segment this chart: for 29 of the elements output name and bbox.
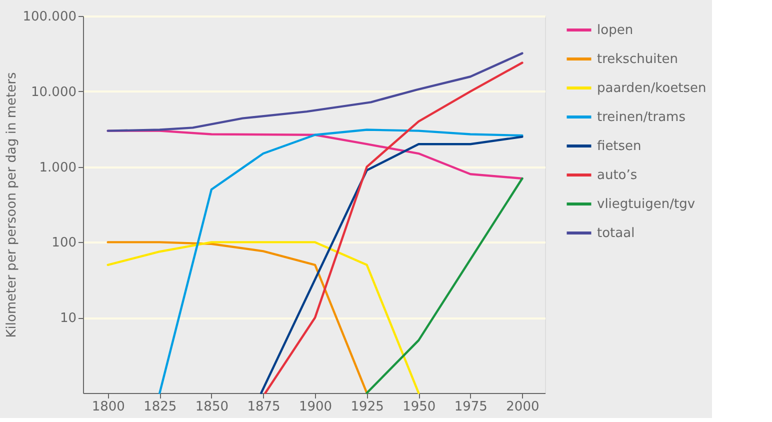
x-tick-label: 1875: [247, 400, 280, 414]
x-tick-label: 1900: [298, 400, 332, 414]
y-tick-label: 10.000: [31, 84, 76, 100]
legend-label: lopen: [597, 23, 634, 38]
legend-label: totaal: [597, 226, 635, 241]
line-series: [106, 241, 368, 394]
legend-label: vliegtuigen/tgv: [597, 197, 696, 212]
x-tick-label: 1800: [92, 400, 125, 414]
legend-label: fietsen: [597, 139, 642, 154]
x-tick-label: 1950: [402, 400, 436, 414]
legend-label: treinen/trams: [597, 110, 686, 125]
y-tick-label: 100.000: [22, 10, 76, 24]
line-series: [106, 52, 524, 132]
x-tick-label: 1850: [195, 400, 228, 414]
x-tick-label: 1825: [144, 400, 177, 414]
line-series: [264, 62, 524, 394]
y-tick-label: 1.000: [39, 160, 76, 176]
y-axis-title: Kilometer per persoon per dag in meters: [4, 72, 20, 338]
y-tick-label: 100: [52, 236, 76, 251]
y-tick-label: 10: [60, 311, 76, 326]
line-series: [260, 136, 524, 394]
legend-label: auto’s: [597, 168, 638, 183]
line-series: [158, 128, 524, 394]
legend-label: paarden/koetsen: [597, 81, 706, 96]
x-tick-label: 2000: [506, 400, 540, 414]
x-tick-label: 1975: [454, 400, 488, 414]
line-series: [106, 241, 420, 394]
legend-label: trekschuiten: [597, 52, 678, 67]
x-tick-label: 1925: [350, 400, 384, 414]
